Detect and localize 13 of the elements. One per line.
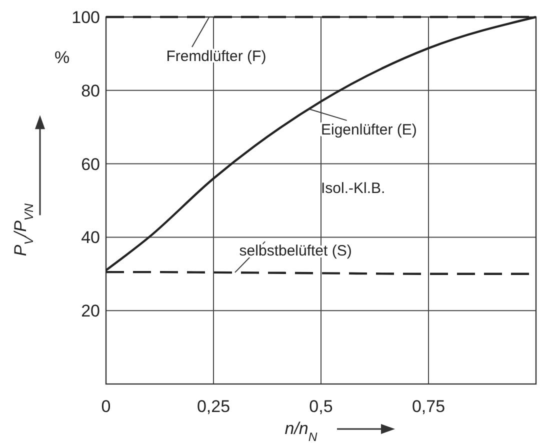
y-tick-label: 80 [81,81,100,100]
annotation: Isol.-Kl.B. [321,180,386,198]
x-tick-label: 0,75 [412,397,446,416]
y-tick-label: 40 [81,228,100,248]
x-axis-title: n/n$_{N}$ [284,419,318,443]
y-tick-label: 60 [81,154,100,174]
x-tick-label: 0 [101,397,111,416]
y-tick-label: 20 [81,302,100,321]
series-label: Eigenlüfter (E) [321,121,417,138]
x-tick-label: 0,25 [196,397,230,416]
text: % [54,48,70,67]
x-tick-label: 0,5 [309,397,333,416]
y-tick-label: 100 [72,8,100,27]
